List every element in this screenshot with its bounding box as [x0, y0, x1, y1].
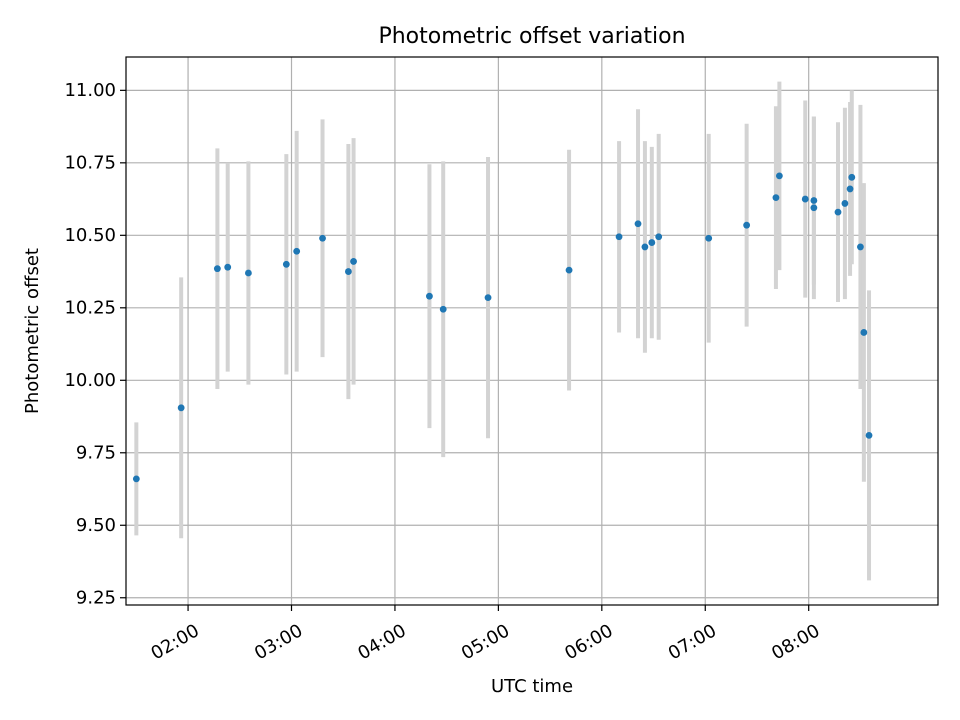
data-point: [245, 269, 252, 277]
y-tick-label: 11.00: [64, 80, 116, 101]
data-point: [224, 263, 232, 271]
data-point: [213, 265, 221, 273]
y-tick-label: 9.50: [76, 515, 116, 536]
data-points: [132, 172, 873, 483]
data-point: [775, 172, 783, 180]
data-point: [426, 292, 433, 300]
data-point: [319, 234, 326, 242]
data-point: [344, 268, 352, 275]
data-point: [439, 305, 447, 313]
y-tick-label: 9.75: [76, 442, 116, 463]
y-tick-label: 10.50: [64, 225, 116, 246]
data-point: [810, 204, 818, 212]
y-axis-label: Photometric offset: [22, 248, 43, 414]
data-point: [282, 260, 290, 268]
data-point: [801, 195, 809, 203]
data-point: [648, 239, 656, 246]
grid: [126, 57, 938, 605]
data-point: [641, 243, 649, 251]
data-point: [772, 194, 780, 202]
chart-title: Photometric offset variation: [378, 24, 685, 49]
data-point: [655, 233, 663, 241]
data-point: [846, 185, 854, 193]
y-tick-label: 10.75: [64, 152, 116, 173]
plot-frame: [125, 56, 939, 606]
data-point: [810, 197, 818, 204]
data-point: [841, 200, 849, 207]
data-point: [177, 404, 185, 412]
data-point: [705, 234, 713, 242]
x-axis-label: UTC time: [491, 676, 573, 697]
data-point: [848, 173, 856, 181]
data-point: [634, 220, 642, 228]
y-tick-label: 9.25: [76, 587, 116, 608]
data-point: [565, 266, 573, 274]
data-point: [350, 258, 357, 265]
y-tick-label: 10.25: [64, 297, 116, 318]
data-point: [865, 431, 873, 439]
data-point: [293, 247, 301, 255]
data-point: [743, 221, 751, 229]
data-point: [484, 294, 492, 302]
data-point: [132, 475, 140, 483]
data-point: [857, 243, 864, 251]
data-point: [834, 208, 842, 216]
y-tick-label: 10.00: [64, 370, 116, 391]
data-point: [860, 329, 868, 336]
data-point: [615, 233, 623, 241]
